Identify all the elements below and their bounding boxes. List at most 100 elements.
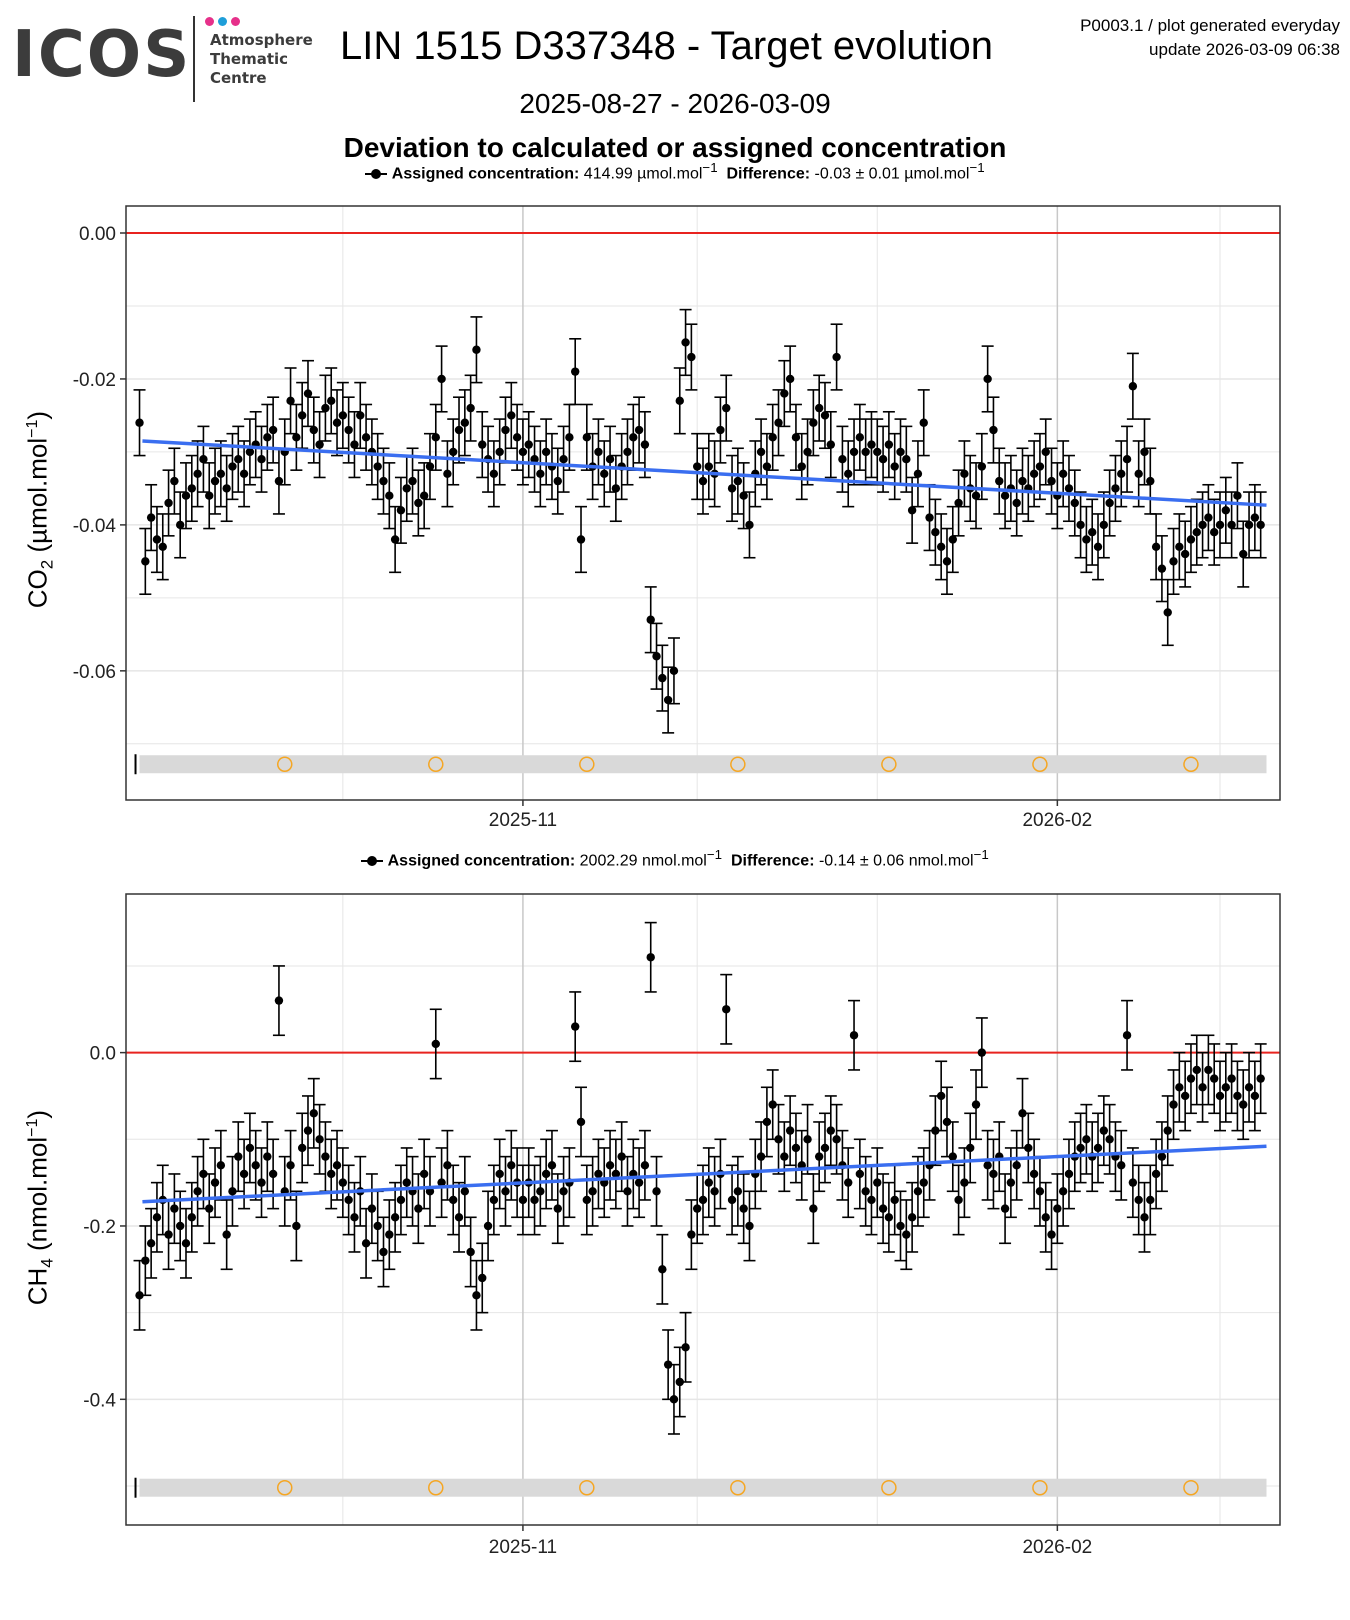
data-point — [791, 1143, 801, 1153]
data-point — [1024, 1143, 1033, 1153]
data-point — [350, 440, 359, 449]
data-point — [419, 491, 429, 500]
logo-dot-3-icon — [231, 17, 240, 26]
data-point — [303, 389, 313, 398]
data-point — [640, 440, 650, 449]
data-point — [1076, 520, 1085, 530]
flag-marker — [1183, 756, 1199, 772]
data-point — [1122, 455, 1132, 464]
data-point — [1239, 549, 1248, 559]
data-point — [181, 491, 191, 500]
data-point — [873, 1178, 882, 1187]
data-point — [1215, 1091, 1225, 1101]
data-point — [785, 374, 795, 384]
data-point — [716, 425, 725, 435]
data-point — [489, 469, 499, 479]
data-point — [181, 1239, 191, 1248]
data-point — [536, 469, 545, 479]
data-point — [884, 1213, 894, 1222]
data-point — [1064, 484, 1074, 493]
data-point — [634, 1178, 644, 1187]
data-point — [681, 1343, 690, 1352]
ch4-diff-value: -0.14 ± 0.06 nmol.mol — [818, 852, 974, 870]
data-point — [623, 447, 632, 457]
data-point — [954, 498, 963, 508]
y-tick-label: -0.4 — [83, 1390, 116, 1411]
data-point — [507, 411, 516, 420]
data-point — [268, 425, 278, 435]
data-point — [338, 411, 348, 420]
data-point — [611, 1169, 621, 1179]
data-point — [297, 411, 307, 420]
data-point — [745, 1221, 754, 1231]
data-point — [1093, 1143, 1103, 1153]
data-point — [170, 476, 179, 486]
data-point — [327, 396, 336, 406]
data-point — [373, 462, 382, 471]
data-point — [338, 1178, 348, 1187]
y-tick-label: 0.00 — [79, 224, 116, 245]
data-point — [292, 433, 301, 442]
data-point — [408, 476, 417, 486]
flag-marker — [881, 1479, 897, 1496]
data-point — [297, 1143, 307, 1153]
data-point — [907, 506, 917, 515]
data-point — [983, 1161, 992, 1170]
data-point — [309, 425, 318, 435]
data-point — [983, 374, 992, 384]
data-point — [704, 1178, 714, 1187]
data-point — [1227, 520, 1236, 530]
data-point — [855, 1169, 865, 1179]
data-point — [536, 1187, 545, 1196]
legend-point-icon — [365, 169, 388, 180]
x-tick-label: 2025-11 — [489, 810, 557, 831]
data-point — [1053, 1204, 1062, 1213]
data-point — [1250, 1091, 1260, 1101]
data-point — [658, 1265, 667, 1274]
flag-marker — [579, 1479, 595, 1496]
data-point — [960, 469, 969, 479]
data-point — [582, 433, 592, 442]
data-point — [1128, 382, 1138, 391]
data-point — [977, 1048, 987, 1057]
data-point — [1175, 1083, 1184, 1092]
data-point — [1239, 1100, 1248, 1109]
data-point — [1180, 549, 1190, 559]
data-point — [1088, 527, 1097, 537]
data-point — [1215, 520, 1225, 530]
data-point — [1256, 520, 1265, 530]
x-tick-label: 2026-02 — [1022, 1537, 1092, 1558]
flag-band — [139, 1478, 1267, 1497]
data-point — [803, 1135, 812, 1144]
data-point — [414, 498, 423, 508]
data-point — [396, 506, 406, 515]
data-point — [344, 1195, 353, 1205]
flag-marker — [730, 1479, 746, 1496]
data-point — [809, 418, 818, 427]
data-point — [785, 1126, 795, 1135]
flag-marker — [276, 756, 293, 772]
data-point — [890, 462, 899, 471]
data-point — [402, 484, 411, 493]
data-point — [884, 440, 894, 449]
data-point — [803, 447, 812, 457]
data-point — [1117, 469, 1126, 479]
data-point — [1180, 1091, 1190, 1101]
data-point — [152, 535, 162, 544]
data-point — [948, 1152, 957, 1161]
data-point — [733, 1187, 743, 1196]
data-point — [1134, 1195, 1143, 1205]
data-point — [663, 695, 673, 705]
data-point — [1233, 1091, 1242, 1101]
data-point — [1082, 535, 1091, 544]
chart-subtitle: Deviation to calculated or assigned conc… — [343, 132, 1007, 163]
data-point — [239, 469, 249, 479]
data-point — [640, 1161, 650, 1170]
data-point — [762, 462, 772, 471]
data-point — [239, 1169, 249, 1179]
data-point — [187, 484, 197, 493]
trend-line — [142, 1144, 1267, 1204]
legend-point-icon — [361, 856, 384, 867]
data-point — [913, 469, 923, 479]
data-point — [257, 1178, 266, 1187]
